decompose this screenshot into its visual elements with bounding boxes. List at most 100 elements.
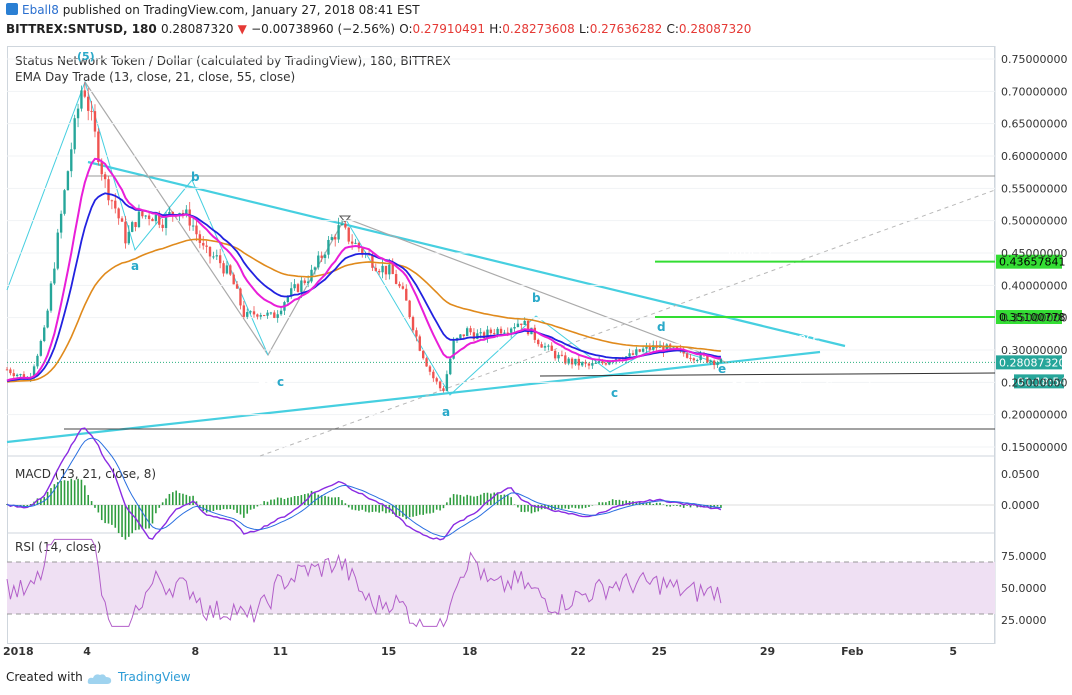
macd-hist-bar-130 [446, 502, 448, 505]
macd-hist-bar-27 [97, 505, 100, 513]
macd-hist-bar-59 [205, 505, 208, 513]
open-label: O: [399, 22, 413, 36]
candle-body-144 [493, 333, 496, 335]
candle-body-101 [347, 227, 350, 242]
macd-title: MACD (13, 21, close, 8) [15, 467, 156, 481]
candle-body-136 [465, 328, 469, 337]
macd-hist-bar-193 [659, 502, 661, 505]
macd-hist-bar-147 [503, 494, 506, 505]
candle-body-208 [709, 360, 712, 363]
macd-hist-bar-81 [280, 497, 282, 505]
author-avatar-icon[interactable] [6, 3, 18, 15]
macd-hist-bar-202 [689, 505, 692, 508]
candle-body-34 [120, 218, 124, 222]
main-resistance-trendline[interactable] [87, 160, 846, 348]
macd-hist-bar-195 [665, 505, 668, 507]
author-link[interactable]: Eball8 [22, 3, 59, 17]
candle-body-56 [195, 225, 198, 235]
macd-hist-bar-19 [70, 478, 73, 505]
candle-body-67 [232, 274, 235, 285]
candle-body-124 [425, 358, 428, 367]
candle-body-14 [53, 268, 56, 284]
macd-hist-bar-74 [256, 505, 259, 507]
countdown-tag [1014, 374, 1064, 389]
candle-body-11 [43, 327, 46, 341]
candle-body-71 [246, 312, 249, 317]
macd-hist-bar-86 [297, 495, 299, 505]
current-price-tag [996, 355, 1062, 370]
macd-hist-bar-110 [378, 505, 380, 513]
candle-body-153 [523, 320, 526, 325]
macd-hist-bar-178 [608, 500, 611, 505]
wave-lines-left [6, 80, 269, 356]
macd-hist-bar-146 [500, 494, 502, 505]
macd-hist-bar-72 [249, 505, 252, 510]
candle-body-161 [550, 345, 553, 351]
candle-body-52 [181, 212, 185, 214]
macd-hist-bar-166 [567, 505, 570, 509]
macd-hist-bar-33 [117, 505, 120, 534]
candle-body-207 [706, 355, 709, 363]
macd-hist-bar-6 [26, 505, 29, 507]
candle-body-25 [90, 110, 93, 112]
candle-body-147 [503, 332, 506, 334]
current-price-label: 0.28087320 [999, 356, 1065, 369]
macd-hist-bar-182 [622, 500, 624, 505]
candle-body-4 [19, 374, 22, 376]
tradingview-brand-link[interactable]: TradingView [118, 670, 191, 684]
price-tick-label-7: 0.40000000 [1001, 279, 1067, 292]
candle-body-191 [652, 345, 655, 350]
macd-hist-bar-128 [439, 505, 441, 511]
wave-y-label: y [732, 374, 746, 398]
candle-body-188 [641, 348, 645, 352]
candle-body-93 [320, 255, 323, 258]
candle-body-83 [286, 296, 290, 303]
candle-body-1 [9, 369, 12, 374]
candle-body-109 [374, 267, 377, 271]
candle-body-13 [49, 283, 53, 311]
macd-hist-bar-173 [591, 505, 594, 506]
macd-hist-bar-134 [459, 494, 462, 505]
candle-body-118 [405, 288, 408, 301]
macd-hist-bar-199 [679, 505, 682, 507]
candle-body-78 [269, 312, 273, 314]
macd-hist-bar-124 [425, 505, 428, 514]
macd-hist-bar-62 [215, 505, 218, 510]
candle-body-168 [574, 358, 577, 365]
macd-hist-bar-66 [229, 505, 232, 510]
macd-hist-bar-36 [128, 505, 130, 537]
candle-body-99 [340, 223, 344, 226]
macd-hist-bar-42 [148, 505, 150, 529]
macd-hist-bar-60 [209, 505, 211, 511]
candle-body-81 [279, 310, 283, 315]
macd-hist-bar-47 [165, 498, 167, 505]
macd-hist-bar-109 [375, 505, 377, 512]
candle-body-105 [361, 248, 364, 254]
price-tick-label-10: 0.25000000 [1001, 376, 1067, 389]
candle-body-110 [378, 270, 381, 273]
main-support-trendline[interactable] [6, 350, 821, 444]
price-tick-label-11: 0.20000000 [1001, 409, 1067, 422]
candle-body-167 [570, 358, 574, 365]
candle-body-204 [696, 360, 699, 362]
macd-hist-bar-153 [523, 505, 526, 513]
time-tick-label-3: 11 [273, 645, 288, 658]
candle-body-178 [608, 362, 611, 365]
time-tick-label-9: Feb [841, 645, 864, 658]
macd-hist-bar-117 [402, 505, 404, 517]
candle-body-122 [418, 336, 421, 351]
macd-hist-bar-211 [720, 505, 722, 508]
candle-body-169 [577, 358, 581, 366]
close-label: C: [666, 22, 679, 36]
macd-hist-bar-201 [686, 505, 688, 506]
candle-body-5 [22, 374, 26, 380]
candle-body-141 [482, 332, 486, 339]
candle-body-69 [239, 288, 242, 306]
candle-body-96 [330, 237, 334, 240]
candle-body-79 [273, 312, 276, 318]
candle-body-195 [665, 344, 668, 353]
macd-hist-bar-120 [412, 505, 414, 517]
ema-indicator-title: EMA Day Trade (13, close, 21, close, 55,… [15, 70, 295, 84]
macd-hist-bar-13 [50, 488, 52, 505]
